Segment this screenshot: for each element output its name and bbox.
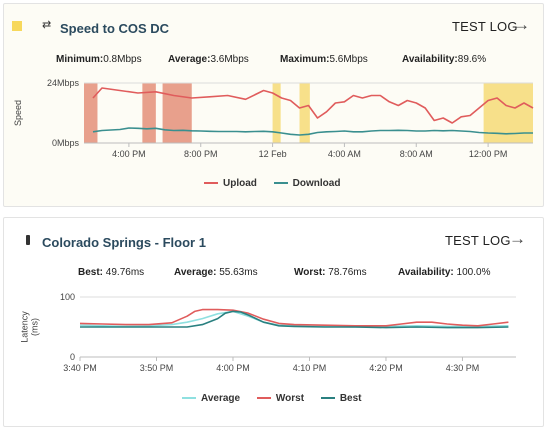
y-tick-label-0mbps: 0Mbps — [52, 138, 80, 148]
series-line-best — [80, 310, 509, 329]
x-tick-label-3-40-pm: 3:40 PM — [63, 363, 97, 373]
speed-chart: 0Mbps 24Mbps 4:00 PM 8:00 PM 12 Feb 4:00 AM 8:… — [13, 78, 534, 159]
x-tick-label-12-feb: 12 Feb — [259, 149, 287, 159]
legend-swatch-best — [320, 397, 335, 400]
x-tick-label-4-00-pm: 4:00 PM — [216, 363, 250, 373]
stat-availability: Availability:89.6% — [402, 54, 487, 65]
speed-test-log-button[interactable]: TEST LOG — [452, 19, 518, 34]
outage-band-4 — [299, 83, 310, 143]
stat-minimum: Minimum:0.8Mbps — [56, 54, 142, 65]
stat-worst: Worst: 78.76ms — [294, 267, 367, 278]
x-tick-label-8-00-am: 8:00 AM — [400, 149, 433, 159]
legend-swatch-average — [182, 397, 196, 400]
y-tick-label-0: 0 — [70, 352, 75, 362]
x-tick-label-4-00-pm: 4:00 PM — [112, 149, 146, 159]
outage-band-2 — [162, 83, 192, 143]
speed-legend: Upload Download — [204, 178, 354, 189]
speed-card: ⇄ Speed to COS DC TEST LOG → Minimum:0.8… — [3, 3, 544, 207]
x-tick-label-4-00-am: 4:00 AM — [328, 149, 361, 159]
legend-download[interactable]: Download — [273, 178, 340, 189]
series-line-worst — [79, 308, 509, 327]
legend-average[interactable]: Average — [182, 393, 240, 404]
arrow-right-icon[interactable]: → — [513, 15, 530, 34]
x-tick-label-4-10-pm: 4:10 PM — [293, 363, 327, 373]
y-axis-label: Latency(ms) — [19, 311, 39, 343]
legend-swatch-upload — [204, 182, 218, 185]
arrow-right-icon[interactable]: → — [509, 229, 526, 248]
yellow-square-icon — [12, 21, 22, 31]
series-line-download — [92, 127, 533, 136]
legend-swatch-worst — [256, 397, 271, 400]
stat-best: Best: 49.76ms — [78, 267, 145, 278]
x-tick-label-4-30-pm: 4:30 PM — [446, 363, 480, 373]
arrows-exchange-icon: ⇄ — [42, 19, 52, 31]
x-tick-label-3-50-pm: 3:50 PM — [140, 363, 174, 373]
latency-chart: 0 100 3:40 PM 3:50 PM 4:00 PM 4:10 PM 4:20 PM 4… — [19, 292, 516, 373]
device-icon — [26, 235, 30, 245]
outage-band-0 — [84, 83, 98, 143]
legend-worst[interactable]: Worst — [256, 393, 304, 404]
series-line-upload — [92, 87, 534, 124]
stat-average: Average: 55.63ms — [174, 267, 258, 278]
x-tick-label-8-00-pm: 8:00 PM — [184, 149, 218, 159]
latency-card-title: Colorado Springs - Floor 1 — [42, 235, 206, 250]
latency-test-log-button[interactable]: TEST LOG — [445, 233, 511, 248]
latency-legend: Average Worst Best — [182, 393, 376, 404]
legend-swatch-download — [273, 182, 288, 185]
y-tick-label-24mbps: 24Mbps — [47, 78, 80, 88]
y-axis-label: Speed — [13, 100, 23, 126]
outage-band-3 — [272, 83, 281, 143]
legend-upload[interactable]: Upload — [204, 178, 257, 189]
x-tick-label-4-20-pm: 4:20 PM — [369, 363, 403, 373]
stat-maximum: Maximum:5.6Mbps — [280, 54, 368, 65]
y-tick-label-100: 100 — [60, 292, 75, 302]
stat-average: Average:3.6Mbps — [168, 54, 249, 65]
x-tick-label-12-00-pm: 12:00 PM — [469, 149, 508, 159]
legend-best[interactable]: Best — [320, 393, 362, 404]
stat-availability: Availability: 100.0% — [398, 267, 491, 278]
latency-card: Colorado Springs - Floor 1 TEST LOG → Be… — [3, 217, 544, 427]
speed-card-title: Speed to COS DC — [60, 21, 170, 36]
